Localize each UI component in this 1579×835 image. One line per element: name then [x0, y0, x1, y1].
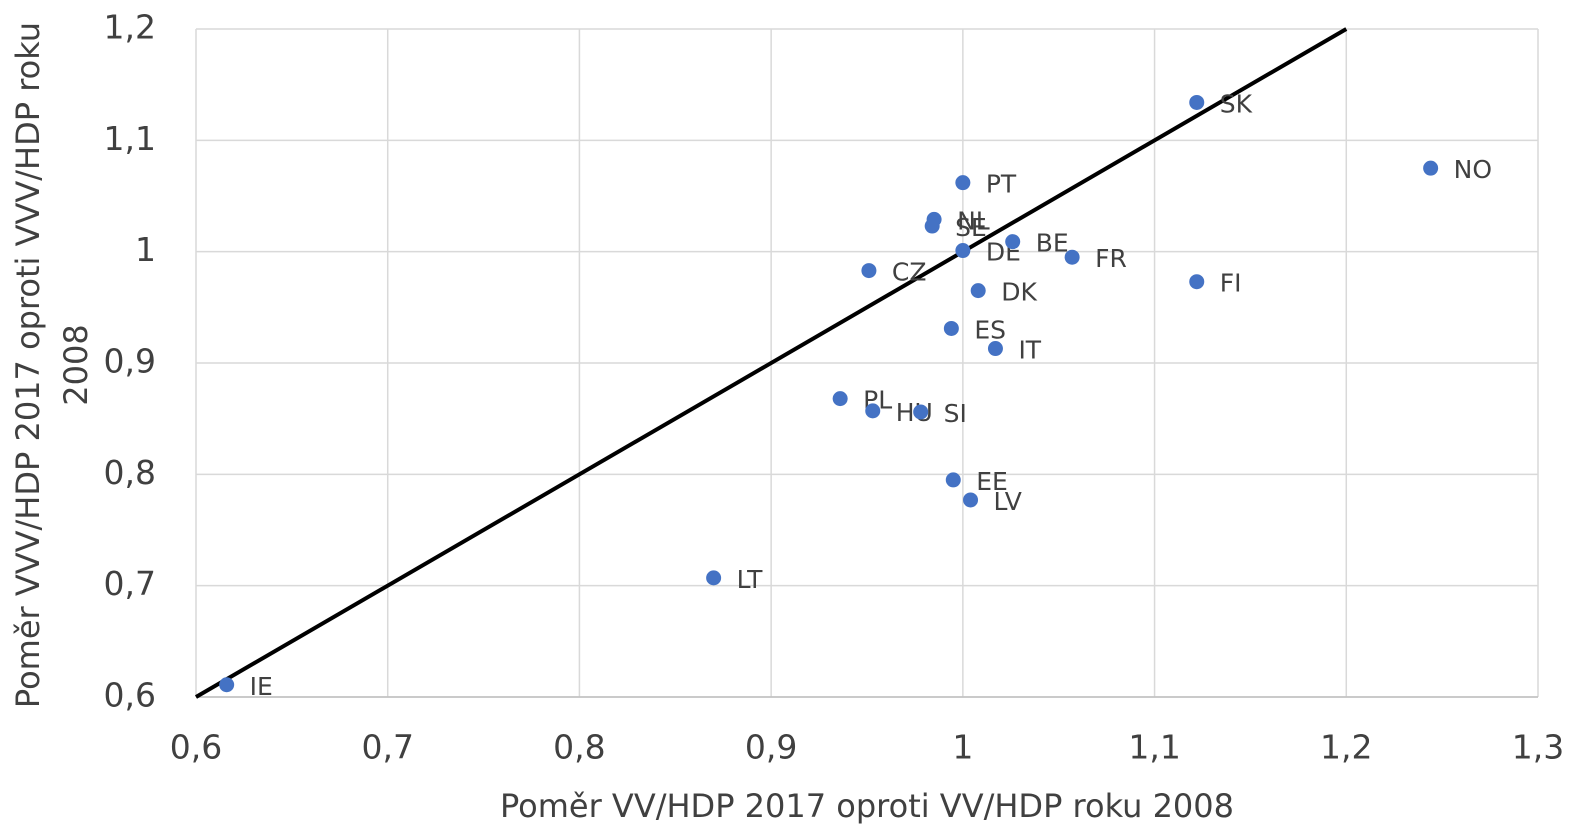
y-axis-label: Poměr VVV/HDP 2017 oproti VVV/HDP roku: [9, 22, 47, 708]
point-label: SE: [955, 213, 987, 242]
data-point: [943, 320, 959, 336]
reference-line: [194, 27, 1348, 699]
x-tick-label: 1,1: [1128, 728, 1180, 767]
y-axis-label: 2008: [57, 324, 95, 405]
point-label: NL: [957, 206, 990, 235]
data-point: [1005, 234, 1021, 250]
point-label: SK: [1220, 89, 1253, 118]
point-label: PT: [986, 170, 1017, 199]
y-tick-label: 0,9: [104, 342, 156, 381]
point-label: LV: [994, 487, 1022, 516]
data-point: [924, 218, 940, 234]
x-tick-label: 0,6: [170, 728, 222, 767]
point-label: BE: [1036, 229, 1069, 258]
data-point: [832, 391, 848, 407]
x-tick-label: 0,9: [745, 728, 797, 767]
point-label: FI: [1220, 269, 1242, 298]
y-tick-label: 0,7: [104, 564, 156, 603]
data-point: [963, 492, 979, 508]
x-tick-label: 1,3: [1512, 728, 1564, 767]
point-label: FR: [1095, 244, 1127, 273]
point-label: CZ: [892, 258, 927, 287]
point-label: NO: [1454, 155, 1492, 184]
data-point: [987, 341, 1003, 357]
x-tick-label: 1: [952, 728, 973, 767]
point-label: EE: [976, 467, 1008, 496]
data-point: [865, 403, 881, 419]
x-tick-label: 0,7: [361, 728, 413, 767]
data-point: [706, 570, 722, 586]
data-point: [219, 677, 235, 693]
x-axis-label: Poměr VV/HDP 2017 oproti VV/HDP roku 200…: [500, 787, 1234, 825]
y-tick-label: 1,1: [104, 119, 156, 158]
data-point: [913, 404, 929, 420]
point-label: IT: [1018, 336, 1041, 365]
y-tick-label: 0,8: [104, 453, 156, 492]
data-point: [861, 263, 877, 279]
data-point: [1064, 249, 1080, 265]
point-label: ES: [974, 315, 1006, 344]
point-label: DK: [1001, 278, 1037, 307]
data-point: [1189, 94, 1205, 110]
data-point: [970, 283, 986, 299]
point-label: IE: [250, 672, 273, 701]
data-point: [945, 472, 961, 488]
x-tick-label: 1,2: [1320, 728, 1372, 767]
y-tick-label: 1,2: [104, 8, 156, 47]
y-tick-label: 1: [135, 230, 156, 269]
y-tick-label: 0,6: [104, 676, 156, 715]
data-point: [955, 175, 971, 191]
data-point: [955, 243, 971, 259]
data-point: [1423, 160, 1439, 176]
data-point: [1189, 274, 1205, 290]
point-label: SI: [944, 399, 967, 428]
point-label: LT: [737, 565, 763, 594]
x-tick-label: 0,8: [553, 728, 605, 767]
